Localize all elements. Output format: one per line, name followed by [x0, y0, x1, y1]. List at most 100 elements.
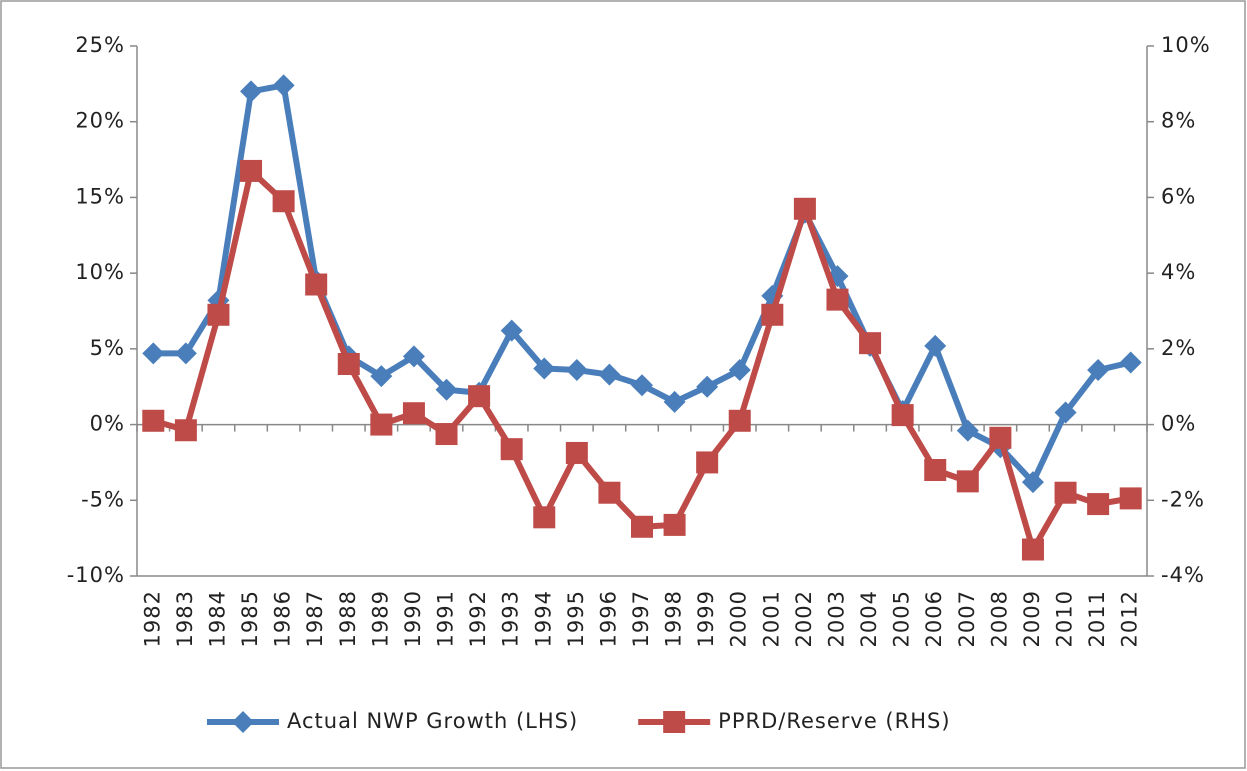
y2-tick-label: -2% — [1161, 487, 1205, 511]
x-tick-label: 2012 — [1118, 590, 1142, 647]
x-tick-label: 1988 — [336, 590, 360, 647]
y2-tick-label: -4% — [1161, 563, 1205, 587]
x-tick-label: 1990 — [401, 590, 425, 647]
y2-tick-label: 2% — [1161, 336, 1196, 360]
x-tick-label: 1983 — [173, 590, 197, 647]
x-tick-label: 2000 — [727, 590, 751, 647]
x-tick-label: 2008 — [987, 590, 1011, 647]
series-marker — [468, 385, 491, 408]
series-marker — [1119, 351, 1142, 374]
series-marker — [370, 365, 393, 388]
x-tick-label: 1995 — [564, 590, 588, 647]
y2-tick-label: 8% — [1161, 109, 1196, 133]
legend-label: PPRD/Reserve (RHS) — [718, 709, 950, 733]
y2-tick-label: 0% — [1161, 412, 1196, 436]
series-marker — [663, 513, 686, 536]
legend: Actual NWP Growth (LHS) PPRD/Reserve (RHS… — [207, 709, 950, 733]
x-tick-label: 1992 — [466, 590, 490, 647]
series-marker — [402, 345, 425, 368]
series-marker — [174, 342, 197, 365]
series-marker — [272, 74, 295, 97]
legend-swatch-marker — [232, 711, 254, 733]
y-tick-label: 20% — [75, 109, 125, 133]
series-marker — [989, 426, 1012, 449]
series-marker — [1021, 538, 1044, 561]
y-tick-label: 15% — [75, 184, 125, 208]
series-marker — [500, 319, 523, 342]
series-marker — [696, 451, 719, 474]
series-marker — [435, 378, 458, 401]
series-marker — [761, 303, 784, 326]
x-tick-label: 2007 — [955, 590, 979, 647]
series-marker — [826, 288, 849, 311]
series-marker — [728, 359, 751, 382]
series-marker — [565, 359, 588, 382]
series-marker — [924, 334, 947, 357]
legend-label: Actual NWP Growth (LHS) — [287, 709, 578, 733]
x-tick-label: 1993 — [499, 590, 523, 647]
series-marker — [1021, 471, 1044, 494]
series-marker — [631, 515, 653, 538]
x-tick-label: 2010 — [1053, 590, 1077, 647]
series-marker — [663, 390, 686, 413]
x-tick-label: 1996 — [596, 590, 620, 647]
series-marker — [240, 159, 263, 182]
x-tick-label: 1985 — [238, 590, 262, 647]
y-tick-label: -5% — [81, 487, 125, 511]
series-marker — [272, 190, 295, 213]
series-marker — [435, 423, 458, 446]
series-marker — [1054, 401, 1077, 424]
series-marker — [956, 419, 979, 442]
series-marker — [402, 402, 425, 425]
y-tick-label: 10% — [75, 260, 125, 284]
series-marker — [696, 375, 719, 398]
x-tick-label: 1994 — [531, 590, 555, 647]
series-marker — [337, 353, 360, 375]
x-tick-label: 1989 — [368, 590, 392, 647]
x-tick-label: 2011 — [1085, 590, 1109, 647]
series-marker — [565, 441, 588, 464]
x-tick-label: 2003 — [824, 590, 848, 647]
y-tick-label: 25% — [75, 33, 125, 57]
series-marker — [142, 342, 165, 365]
y2-tick-label: 10% — [1161, 33, 1211, 57]
y-tick-label: 0% — [90, 412, 125, 436]
y2-tick-label: 6% — [1161, 184, 1196, 208]
series-marker — [1054, 481, 1077, 504]
y2-tick-label: 4% — [1161, 260, 1196, 284]
x-tick-label: 1991 — [434, 590, 458, 647]
series-marker — [240, 80, 263, 103]
series-marker — [142, 409, 165, 432]
x-tick-label: 1982 — [140, 590, 164, 647]
series-marker — [598, 363, 621, 386]
series-marker — [174, 419, 197, 442]
x-tick-label: 2006 — [922, 590, 946, 647]
x-tick-label: 2002 — [792, 590, 816, 647]
series-marker — [1087, 359, 1110, 382]
x-tick-label: 1986 — [271, 590, 295, 647]
x-tick-label: 1998 — [662, 590, 686, 647]
x-tick-label: 2005 — [890, 590, 914, 647]
series-marker — [500, 438, 523, 461]
legend-swatch-marker — [663, 711, 686, 733]
series-marker — [631, 374, 653, 397]
series-marker — [1119, 487, 1142, 510]
series-marker — [533, 506, 556, 529]
series-marker — [207, 303, 230, 326]
y-tick-label: -10% — [67, 563, 125, 587]
series-marker — [859, 332, 882, 355]
x-tick-label: 1999 — [694, 590, 718, 647]
series-marker — [1087, 493, 1110, 516]
x-tick-label: 2004 — [857, 590, 881, 647]
x-tick-label: 2009 — [1020, 590, 1044, 647]
series-marker — [728, 409, 751, 432]
series-marker — [956, 470, 979, 493]
series-marker — [305, 273, 328, 296]
x-tick-label: 1984 — [205, 590, 229, 647]
y-tick-label: 5% — [90, 336, 125, 360]
x-tick-label: 1997 — [629, 590, 653, 647]
series-marker — [598, 481, 621, 504]
series-marker — [891, 404, 914, 427]
